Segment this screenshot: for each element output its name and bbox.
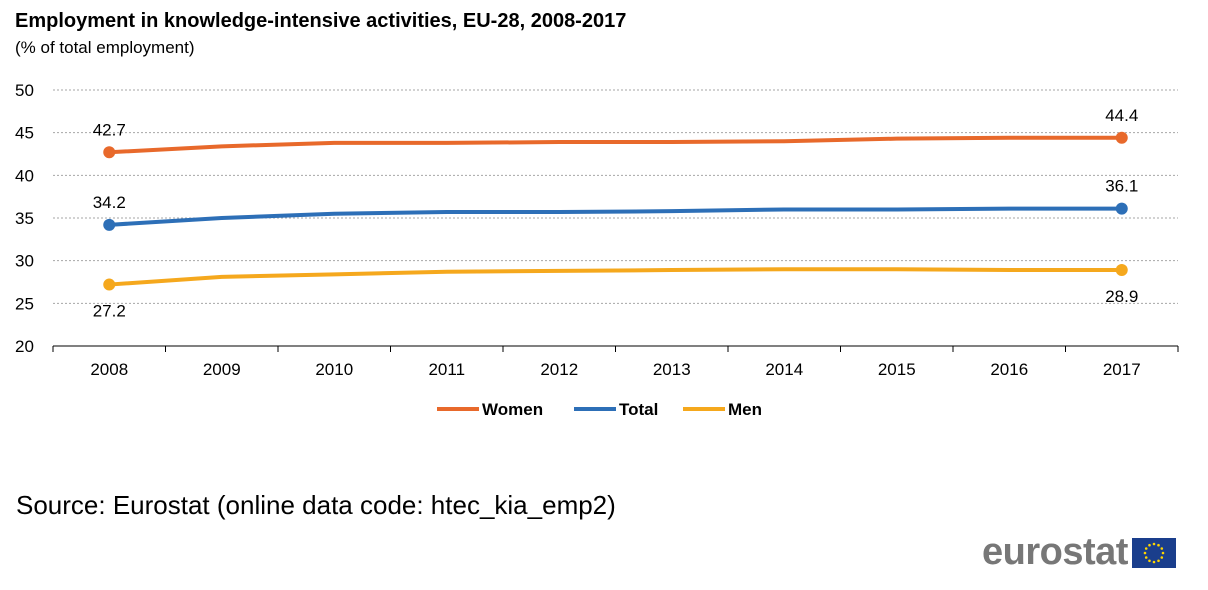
data-label-women: 44.4 [1105,106,1138,125]
data-point-men [103,278,116,291]
flag-star [1152,560,1156,563]
flag-star [1143,551,1147,554]
x-tick-label: 2011 [428,360,465,379]
flag-star [1157,543,1160,547]
series-line-total [109,206,1122,227]
y-tick-label: 35 [15,209,34,228]
x-tick-label: 2008 [90,360,128,379]
eurostat-logo: eurostat [982,531,1176,574]
data-label-total: 36.1 [1105,177,1138,196]
flag-star [1160,546,1164,550]
legend-label-women: Women [482,400,543,419]
data-label-men: 27.2 [93,302,126,321]
source-note: Source: Eurostat (online data code: htec… [16,490,616,520]
data-label-total: 34.2 [93,193,126,212]
data-point-men [1115,264,1128,277]
series-line-men [109,267,1122,287]
flag-star [1144,546,1148,550]
logo-text: eurostat [982,531,1128,573]
eu-flag-icon [1131,537,1176,568]
flag-star [1144,555,1148,559]
legend-label-total: Total [619,400,658,419]
x-tick-label: 2014 [765,360,803,379]
x-tick-label: 2010 [315,360,353,379]
data-point-total [1115,202,1128,215]
data-label-men: 28.9 [1105,287,1138,306]
y-tick-label: 50 [15,81,34,100]
data-point-women [103,146,116,159]
flag-star [1148,558,1151,562]
x-tick-label: 2016 [990,360,1028,379]
flag-star [1161,551,1165,554]
x-tick-label: 2017 [1103,360,1141,379]
line-chart: 20 25 30 35 40 45 50 2008 2009 2010 2011 2012 2013 20… [15,81,1179,419]
legend-label-men: Men [728,400,762,419]
series-line-women [109,135,1122,155]
data-label-women: 42.7 [93,120,126,139]
y-tick-label: 30 [15,252,34,271]
x-tick-label: 2013 [653,360,691,379]
flag-star [1152,542,1156,545]
x-tick-label: 2009 [203,360,241,379]
flag-star [1160,555,1164,559]
y-tick-label: 40 [15,166,34,185]
flag-star [1148,543,1151,547]
chart-title: Employment in knowledge-intensive activi… [15,10,627,32]
y-tick-label: 20 [15,337,34,356]
data-point-total [103,218,116,231]
flag-star [1157,558,1160,562]
x-tick-label: 2012 [540,360,578,379]
y-tick-label: 25 [15,294,34,313]
data-point-women [1115,131,1128,144]
y-tick-label: 45 [15,124,34,143]
x-tick-label: 2015 [878,360,916,379]
chart-subtitle: (% of total employment) [15,38,195,57]
